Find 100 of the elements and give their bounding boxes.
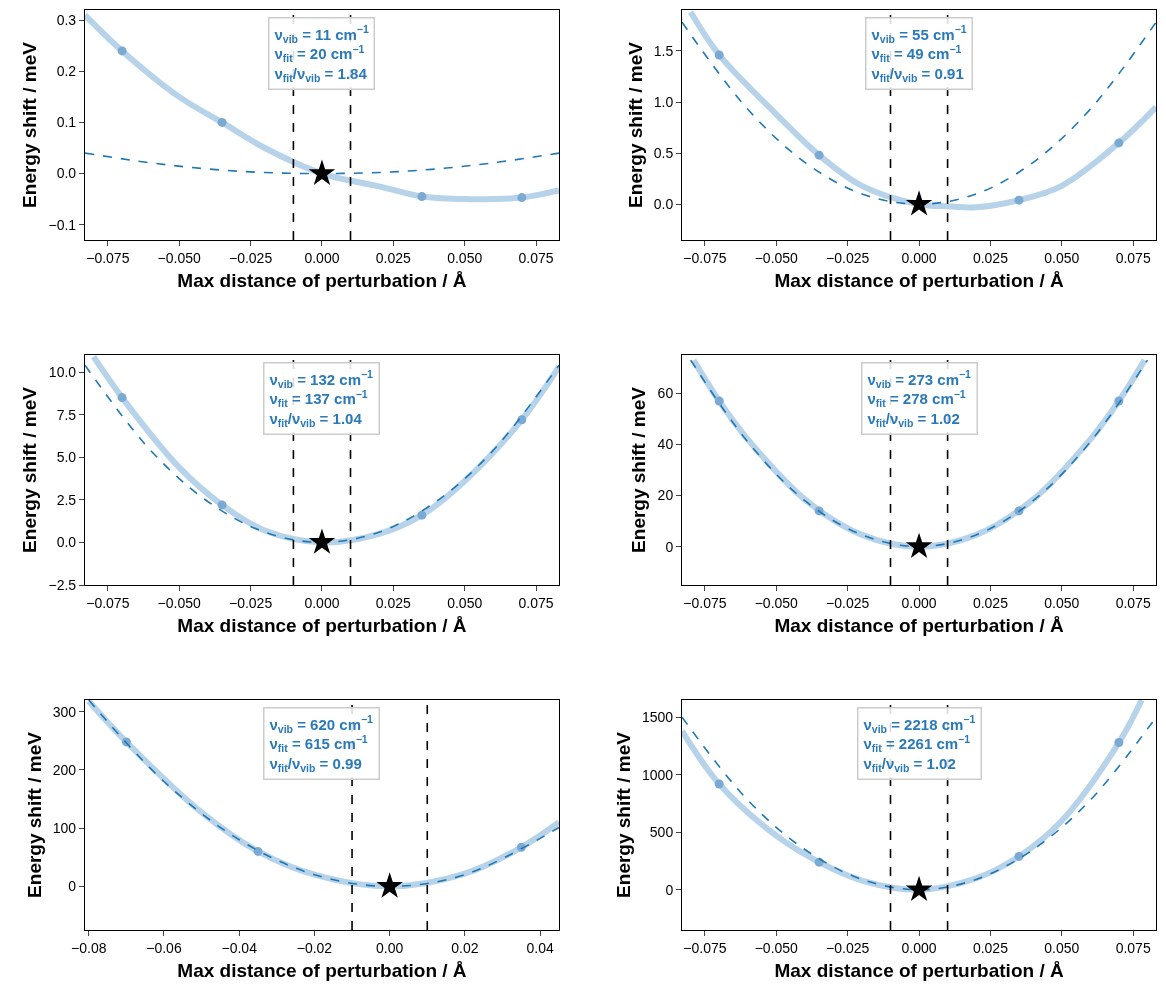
x-tick-label: 0.050: [1044, 594, 1080, 611]
y-tick-label: 40: [657, 436, 674, 453]
x-tick-label: 0.025: [375, 249, 412, 266]
x-axis-title: Max distance of perturbation / Å: [177, 614, 467, 636]
point: [517, 415, 527, 425]
x-tick-label: −0.050: [754, 249, 799, 266]
y-tick-label: 0.0: [56, 534, 77, 551]
y-tick-label: 100: [52, 820, 77, 836]
y-axis-title: Energy shift / meV: [23, 731, 45, 898]
x-tick-label: 0.025: [375, 594, 412, 611]
y-tick-label: 7.5: [56, 406, 77, 423]
x-tick-label: 0.000: [901, 594, 937, 611]
x-tick-label: 0.000: [901, 249, 937, 266]
y-tick-label: 2.5: [56, 491, 77, 508]
x-tick-label: 0.04: [526, 939, 554, 956]
text: ν$_{vib}$ = 132 cm$^{−1}$ ν$_{fit}$ = 137 cm$^{−1}$ ν$_{fit}$/ν$_{vib}$ = 1.04: [269, 368, 373, 429]
point: [417, 192, 427, 202]
y-tick-label: 1.0: [653, 93, 674, 110]
point: [117, 393, 127, 403]
y-tick-label: 5.0: [56, 449, 77, 466]
y-tick-label: 0: [665, 538, 674, 555]
x-tick-label: 0.050: [447, 594, 483, 611]
x-tick-label: −0.02: [296, 939, 333, 956]
x-tick-label: −0.025: [826, 249, 870, 266]
x-axis-title: Max distance of perturbation / Å: [774, 269, 1064, 291]
x-axis-title: Max distance of perturbation / Å: [774, 959, 1064, 981]
text: ν$_{vib}$ = 2218 cm$^{−1}$ ν$_{fit}$ = 2261 cm$^{−1}$ ν$_{fit}$/ν$_{vib}$ = 1.02: [863, 713, 976, 774]
y-axis-title: Energy shift / meV: [612, 731, 634, 898]
x-tick-label: −0.050: [754, 594, 799, 611]
point: [217, 500, 227, 510]
y-axis-title: Energy shift / meV: [19, 386, 41, 553]
x-tick-label: 0.075: [518, 249, 554, 266]
y-tick-label: 0.5: [653, 145, 674, 162]
y-axis-title: Energy shift / meV: [624, 41, 646, 208]
y-tick-label: 0.0: [56, 165, 77, 182]
x-tick-label: 0.00: [376, 939, 404, 956]
x-tick-label: −0.075: [683, 939, 727, 956]
x-tick-label: 0.000: [304, 249, 340, 266]
y-tick-label: 60: [657, 385, 674, 402]
x-tick-label: −0.050: [754, 939, 799, 956]
x-tick-label: −0.08: [71, 939, 107, 956]
x-tick-label: −0.06: [146, 939, 182, 956]
text: ν$_{vib}$ = 273 cm$^{−1}$ ν$_{fit}$ = 278 cm$^{−1}$ ν$_{fit}$/ν$_{vib}$ = 1.02: [867, 368, 971, 429]
point: [1114, 138, 1124, 148]
point: [1014, 851, 1024, 861]
point: [1014, 195, 1024, 205]
x-tick-label: −0.025: [826, 594, 870, 611]
y-tick-label: 20: [657, 487, 674, 504]
x-tick-label: −0.050: [157, 594, 202, 611]
point: [417, 510, 427, 520]
y-tick-label: 0.0: [653, 196, 674, 213]
point: [905, 190, 933, 216]
y-tick-label: 200: [52, 761, 77, 778]
point: [905, 875, 933, 902]
y-tick-label: 1.5: [653, 42, 674, 59]
text: ν$_{vib}$ = 620 cm$^{−1}$ ν$_{fit}$ = 615 cm$^{−1}$ ν$_{fit}$/ν$_{vib}$ = 0.99: [269, 713, 373, 774]
point: [1114, 738, 1124, 748]
x-tick-label: −0.04: [221, 939, 258, 956]
y-tick-label: 0: [68, 878, 77, 895]
point: [714, 50, 724, 60]
x-tick-label: −0.075: [86, 249, 130, 266]
x-tick-label: 0.075: [518, 594, 554, 611]
point: [308, 528, 336, 554]
x-tick-label: 0.025: [972, 939, 1009, 956]
x-tick-label: −0.075: [86, 594, 130, 611]
x-tick-label: −0.025: [228, 594, 273, 611]
y-tick-label: −2.5: [48, 576, 77, 593]
x-tick-label: 0.02: [451, 939, 479, 956]
point: [308, 159, 336, 185]
x-tick-label: 0.050: [1044, 939, 1080, 956]
x-tick-label: −0.075: [683, 594, 727, 611]
point: [217, 117, 227, 127]
x-tick-label: 0.075: [1115, 594, 1151, 611]
y-tick-label: −0.1: [48, 216, 77, 233]
x-axis-title: Max distance of perturbation / Å: [177, 959, 467, 981]
x-axis-title: Max distance of perturbation / Å: [774, 614, 1064, 636]
x-tick-label: 0.000: [304, 594, 340, 611]
y-tick-label: 300: [52, 703, 77, 720]
text: ν$_{vib}$ = 11 cm$^{−1}$ ν$_{fit}$ = 20 cm$^{−1}$ ν$_{fit}$/ν$_{vib}$ = 1.84: [274, 23, 369, 84]
y-tick-label: 10.0: [48, 363, 77, 380]
line-series: [85, 152, 559, 175]
y-axis-title: Energy shift / meV: [628, 386, 650, 553]
x-tick-label: 0.000: [901, 939, 937, 956]
point: [814, 150, 824, 160]
text: ν$_{vib}$ = 55 cm$^{−1}$ ν$_{fit}$ = 49 cm$^{−1}$ ν$_{fit}$/ν$_{vib}$ = 0.91: [871, 23, 967, 84]
y-tick-label: 1000: [642, 766, 674, 783]
point: [376, 872, 403, 898]
x-tick-label: 0.050: [447, 249, 483, 266]
x-tick-label: 0.075: [1115, 939, 1151, 956]
x-tick-label: −0.075: [683, 249, 727, 266]
x-tick-label: −0.025: [228, 249, 273, 266]
point: [905, 532, 933, 558]
point: [517, 193, 527, 203]
y-tick-label: 1500: [642, 709, 674, 726]
y-tick-label: 0.3: [56, 12, 77, 29]
x-tick-label: 0.050: [1044, 249, 1080, 266]
x-tick-label: −0.050: [157, 249, 202, 266]
x-axis-title: Max distance of perturbation / Å: [177, 269, 467, 291]
point: [117, 46, 127, 56]
x-tick-label: 0.075: [1115, 249, 1151, 266]
